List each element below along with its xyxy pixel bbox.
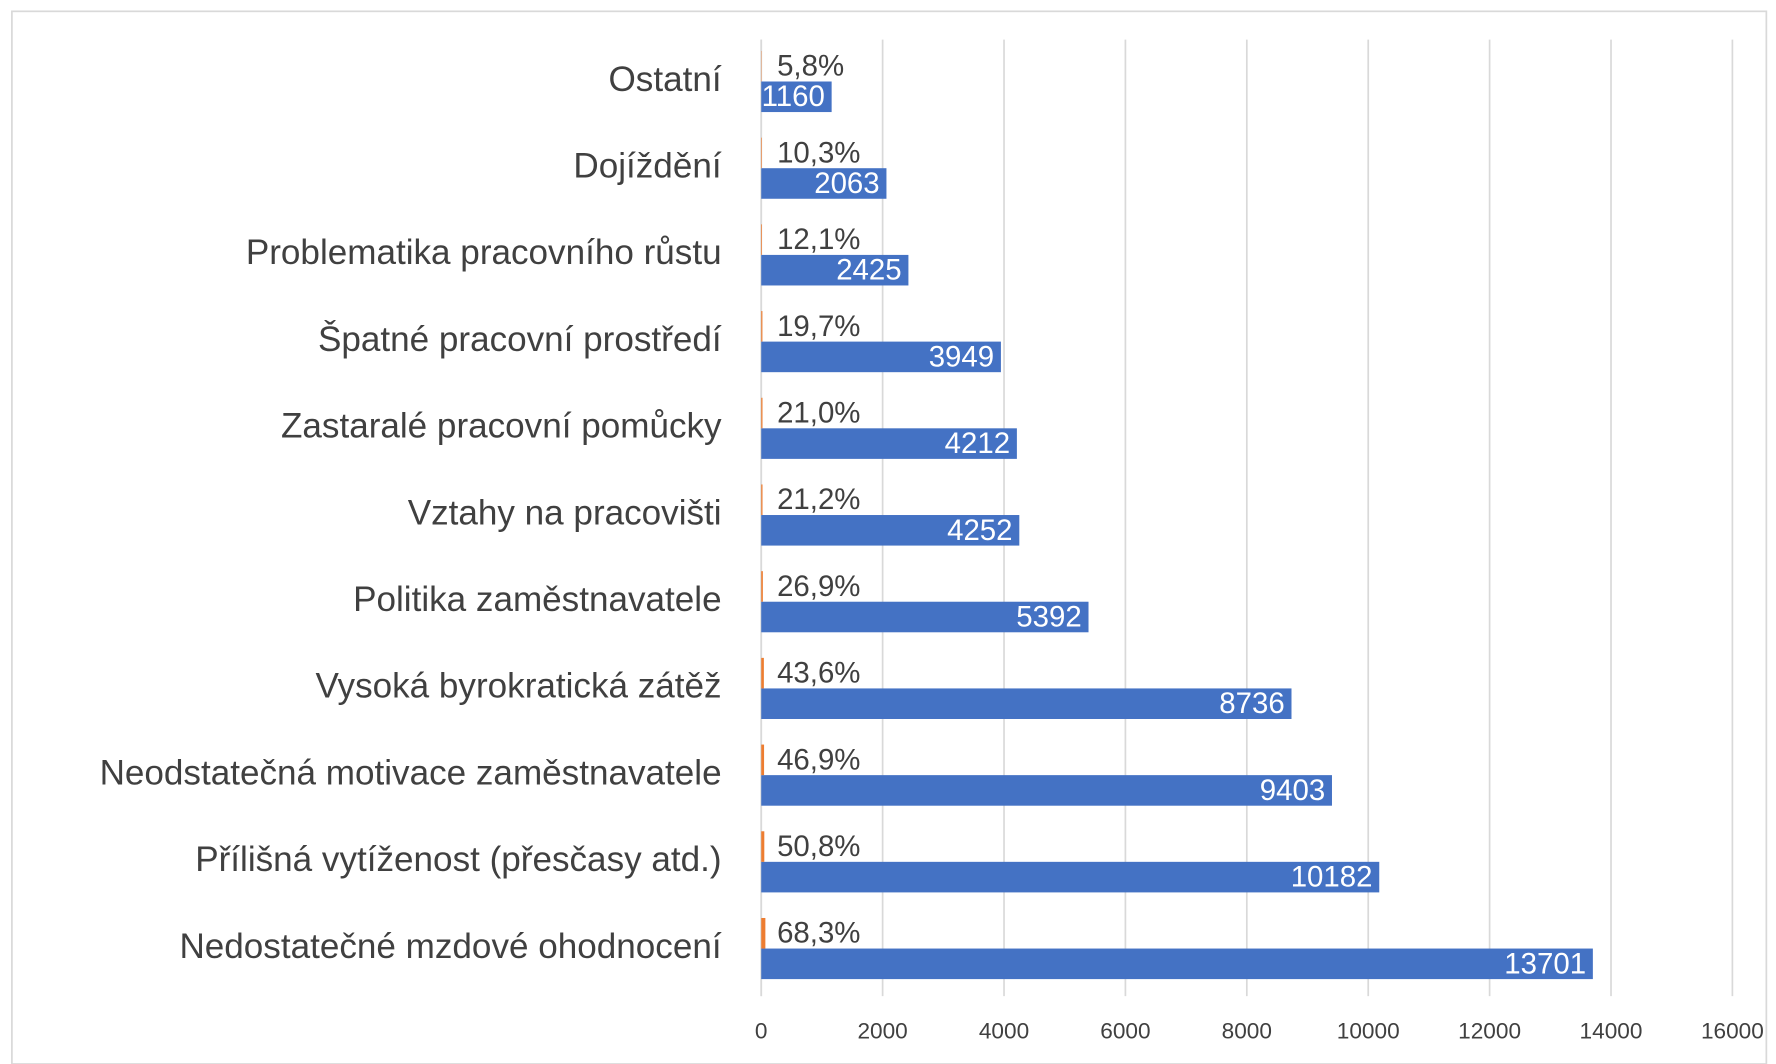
- y-tick-label: Neodstatečná motivace zaměstnavatele: [100, 753, 722, 792]
- x-tick-label: 14000: [1580, 1018, 1643, 1043]
- x-tick-label: 6000: [1100, 1018, 1150, 1043]
- x-tick-label: 12000: [1458, 1018, 1521, 1043]
- x-tick-label: 16000: [1701, 1018, 1764, 1043]
- bar: [761, 254, 909, 286]
- value-label: 43,6%: [777, 657, 860, 690]
- bar: [761, 224, 762, 255]
- value-label: 2425: [836, 254, 901, 287]
- x-tick-label: 0: [755, 1018, 768, 1043]
- value-label: 21,2%: [777, 483, 860, 516]
- y-tick-label: Vztahy na pracovišti: [408, 493, 722, 532]
- value-label: 26,9%: [777, 570, 860, 603]
- x-tick-label: 2000: [857, 1018, 907, 1043]
- bar: [761, 81, 832, 113]
- value-label: 10,3%: [777, 136, 860, 169]
- value-label: 50,8%: [777, 830, 860, 863]
- value-label: 13701: [1504, 947, 1586, 980]
- value-label: 46,9%: [777, 743, 860, 776]
- bar: [761, 137, 762, 169]
- bar: [761, 657, 764, 689]
- x-tick-label: 4000: [979, 1018, 1029, 1043]
- bar: [761, 311, 763, 342]
- bar: [761, 515, 1020, 546]
- bar: [761, 831, 765, 862]
- bar: [761, 571, 763, 602]
- value-label: 5,8%: [777, 50, 844, 83]
- bar: [761, 484, 763, 516]
- bar: [761, 861, 1380, 893]
- bar: [761, 341, 1001, 373]
- bar: [761, 744, 765, 776]
- bar: [761, 397, 763, 429]
- value-label: 10182: [1291, 861, 1373, 894]
- bar: [761, 168, 887, 199]
- x-tick-label: 8000: [1222, 1018, 1272, 1043]
- value-label: 8736: [1219, 687, 1284, 720]
- value-label: 1160: [762, 80, 825, 113]
- y-tick-label: Vysoká byrokratická zátěž: [315, 667, 721, 706]
- y-tick-label: Špatné pracovní prostředí: [318, 320, 722, 359]
- value-label: 12,1%: [777, 223, 860, 256]
- value-label: 19,7%: [777, 310, 860, 343]
- bar: [761, 948, 1593, 980]
- y-tick-label: Dojíždění: [573, 146, 721, 185]
- y-tick-label: Zastaralé pracovní pomůcky: [281, 407, 722, 446]
- value-label: 68,3%: [777, 917, 860, 950]
- bar: [761, 917, 766, 949]
- x-tick-label: 10000: [1337, 1018, 1400, 1043]
- value-label: 21,0%: [777, 396, 860, 429]
- bar: [761, 775, 1332, 806]
- value-label: 3949: [929, 340, 994, 373]
- value-label: 4252: [947, 514, 1012, 547]
- value-label: 2063: [814, 167, 879, 200]
- value-label: 4212: [945, 427, 1010, 460]
- y-tick-label: Politika zaměstnavatele: [353, 580, 722, 619]
- value-label: 9403: [1260, 774, 1325, 807]
- y-tick-label: Nedostatečné mzdové ohodnocení: [179, 927, 721, 966]
- y-tick-label: Ostatní: [609, 60, 722, 99]
- value-label: 5392: [1016, 600, 1081, 633]
- bar: [761, 688, 1292, 719]
- y-tick-label: Problematika pracovního růstu: [246, 233, 722, 272]
- y-tick-label: Přílišná vytíženost (přesčasy atd.): [195, 840, 721, 879]
- bar: [761, 601, 1089, 633]
- bar: [761, 428, 1017, 459]
